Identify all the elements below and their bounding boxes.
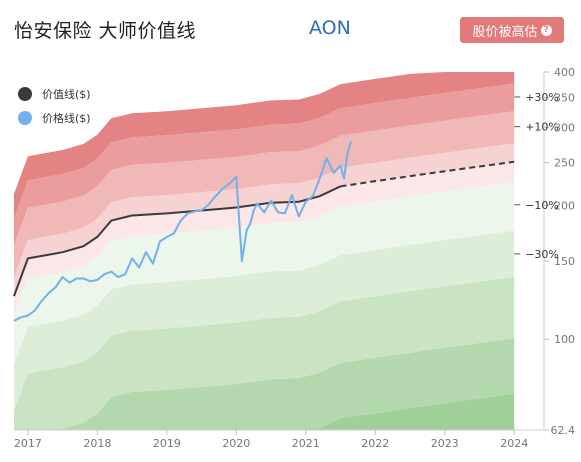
valuation-band (14, 230, 515, 412)
valuation-band (14, 161, 515, 317)
x-tick-label: 2023 (431, 437, 459, 450)
legend-value-line-label: 价值线($) (42, 88, 91, 101)
band-label: −10% (525, 199, 559, 212)
price-line (13, 141, 352, 322)
valuation-band (14, 277, 515, 430)
x-tick-label: 2019 (153, 437, 181, 450)
page-title: 怡安保险 大师价值线 (14, 20, 197, 42)
x-tick-label: 2017 (14, 437, 42, 450)
valuation-band (14, 338, 515, 430)
y-tick-label: 300 (554, 121, 575, 134)
valuation-band (14, 393, 515, 430)
y-tick-label: 100 (554, 333, 575, 346)
legend-price-line-swatch (18, 111, 32, 125)
y-tick-label: 350 (554, 92, 575, 105)
band-label: +30% (525, 91, 559, 104)
legend-item-price-line[interactable]: 价格线($) (18, 106, 91, 130)
valuation-band (14, 72, 515, 218)
valuation-band (14, 83, 515, 246)
legend-price-line-label: 价格线($) (42, 112, 91, 125)
y-tick-label: 62.4 (551, 424, 576, 437)
valuation-band (14, 182, 515, 365)
x-tick-label: 2018 (83, 437, 111, 450)
x-tick-label: 2024 (500, 437, 528, 450)
y-tick-label: 150 (554, 255, 575, 268)
x-tick-label: 2020 (222, 437, 250, 450)
y-tick-label: 400 (554, 66, 575, 79)
badge-label: 股价被高估 (472, 24, 538, 40)
legend-value-line-swatch (18, 87, 32, 101)
ticker-symbol: AON (309, 17, 351, 39)
x-tick-label: 2021 (292, 437, 320, 450)
chart-legend: 价值线($) 价格线($) (18, 82, 91, 130)
y-tick-label: 200 (554, 200, 575, 213)
question-icon[interactable]: ? (540, 24, 552, 36)
overvalued-badge-button[interactable]: 股价被高估 ? (460, 17, 564, 43)
band-label: +10% (525, 121, 559, 134)
y-tick-label: 250 (554, 157, 575, 170)
valuation-band (14, 111, 515, 278)
x-tick-label: 2022 (361, 437, 389, 450)
legend-item-value-line[interactable]: 价值线($) (18, 82, 91, 106)
band-label: −30% (525, 248, 559, 261)
